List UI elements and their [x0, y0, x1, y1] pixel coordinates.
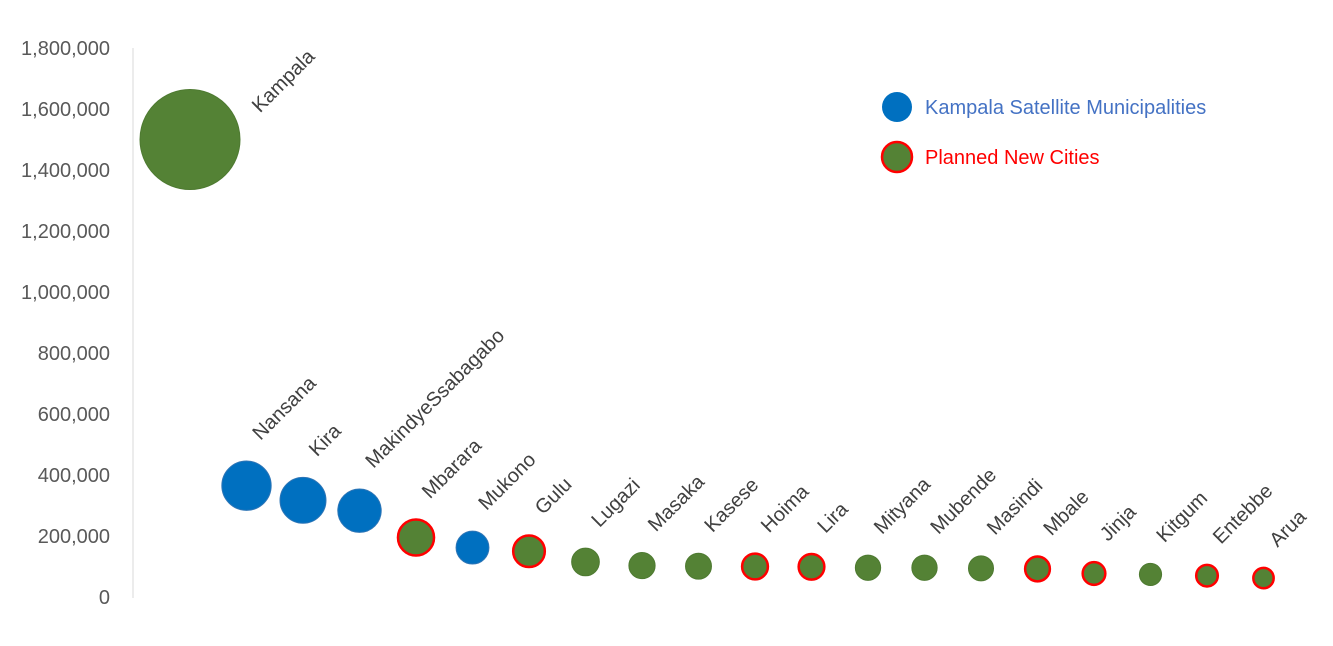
data-label-kasese: Kasese — [700, 474, 763, 537]
data-label-masaka: Masaka — [644, 470, 710, 536]
data-label-mbale: Mbale — [1039, 486, 1093, 540]
data-label-jinja: Jinja — [1096, 500, 1141, 545]
y-tick-label: 600,000 — [38, 404, 110, 426]
y-tick-label: 200,000 — [38, 526, 110, 548]
y-tick-label: 1,000,000 — [21, 282, 110, 304]
bubble-gulu — [511, 534, 547, 569]
data-label-gulu: Gulu — [531, 474, 576, 519]
bubble-mityana — [854, 554, 882, 581]
bubble-arua — [1252, 566, 1275, 590]
data-bubbles — [139, 89, 1275, 590]
bubble-mbarara — [396, 518, 436, 557]
data-label-lugazi: Lugazi — [587, 474, 644, 531]
bubble-mbale — [1023, 555, 1052, 583]
data-label-makindyessabagabo: MakindyeSsabagabo — [361, 325, 509, 473]
data-label-lira: Lira — [813, 498, 853, 538]
bubble-kampala — [139, 89, 241, 190]
bubble-mukono — [455, 530, 490, 565]
bubble-kira — [279, 476, 327, 524]
legend-label-satellite: Kampala Satellite Municipalities — [925, 97, 1206, 119]
bubble-lugazi — [571, 547, 600, 577]
data-label-hoima: Hoima — [757, 480, 814, 537]
bubble-entebbe — [1194, 563, 1220, 588]
bubble-kasese — [685, 552, 712, 580]
y-tick-label: 1,400,000 — [21, 160, 110, 182]
data-label-nansana: Nansana — [248, 372, 321, 445]
bubble-makindyessabagabo — [337, 488, 382, 533]
legend-marker-satellite — [882, 92, 912, 122]
legend-label-planned: Planned New Cities — [925, 147, 1100, 169]
data-label-mbarara: Mbarara — [418, 434, 487, 503]
data-label-mukono: Mukono — [474, 449, 540, 515]
data-label-arua: Arua — [1265, 505, 1311, 551]
bubble-jinja — [1081, 560, 1107, 587]
y-tick-label: 1,800,000 — [21, 38, 110, 60]
data-label-kira: Kira — [305, 420, 346, 461]
bubble-masindi — [967, 555, 995, 582]
bubble-nansana — [221, 460, 272, 511]
data-label-kitgum: Kitgum — [1152, 487, 1212, 547]
legend: Kampala Satellite Municipalities Planned … — [880, 92, 1206, 174]
legend-marker-planned — [880, 140, 914, 174]
y-tick-labels: 0 200,000 400,000 600,000 800,000 1,000,000 1,… — [21, 38, 110, 609]
bubble-lira — [797, 552, 826, 581]
bubble-hoima — [740, 552, 770, 581]
bubble-kitgum — [1138, 562, 1163, 587]
bubble-masaka — [628, 551, 656, 580]
y-tick-label: 1,200,000 — [21, 221, 110, 243]
bubble-mubende — [911, 554, 938, 581]
y-tick-label: 0 — [99, 587, 110, 609]
y-tick-label: 400,000 — [38, 465, 110, 487]
data-label-mityana: Mityana — [870, 473, 936, 539]
y-tick-label: 800,000 — [38, 343, 110, 365]
data-label-kampala: Kampala — [248, 45, 320, 117]
y-tick-label: 1,600,000 — [21, 99, 110, 121]
